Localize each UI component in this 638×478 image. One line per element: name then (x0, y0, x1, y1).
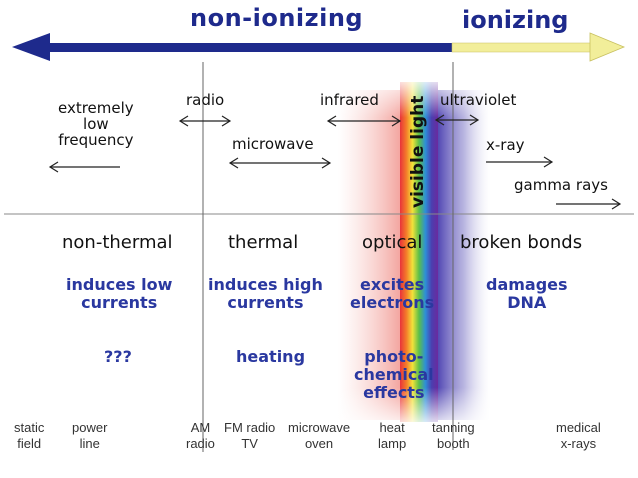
band-label-visible: visible light (408, 95, 428, 208)
source-microwave-oven: microwave oven (288, 420, 351, 451)
effect-damages-dna: damages DNA (486, 275, 568, 312)
source-static-field: static field (14, 420, 45, 451)
effect-high-currents: induces high currents (208, 275, 323, 312)
effect-photochemical: photo- chemical effects (354, 347, 434, 402)
band-label-radio: radio (186, 91, 225, 109)
source-am-radio: AM radio (186, 420, 215, 451)
source-medical-xrays: medical x-rays (556, 420, 601, 451)
band-label-xray: x-ray (486, 136, 525, 154)
category-thermal: thermal (228, 232, 299, 253)
effect-excites-electrons: excites electrons (350, 275, 435, 312)
source-tanning-booth: tanning booth (432, 420, 475, 451)
category-optical: optical (362, 232, 423, 253)
band-label-infrared: infrared (320, 91, 379, 109)
spectrum-arrow (12, 32, 626, 62)
band-label-elf: extremely low frequency (58, 99, 134, 149)
effect-low-currents: induces low currents (66, 275, 173, 312)
band-label-microwave: microwave (232, 135, 314, 153)
visible-light-band (330, 75, 500, 430)
band-arrows (48, 114, 622, 210)
non-ionizing-title: non-ionizing (190, 4, 364, 32)
effect-heating: heating (236, 347, 306, 366)
source-power-line: power line (72, 420, 108, 451)
source-heat-lamp: heat lamp (378, 420, 407, 451)
ionizing-title: ionizing (462, 6, 569, 34)
band-label-gamma: gamma rays (514, 176, 608, 194)
category-broken-bonds: broken bonds (460, 232, 583, 253)
effect-unknown: ??? (104, 347, 132, 366)
band-label-ultraviolet: ultraviolet (440, 91, 517, 109)
source-fm-radio-tv: FM radio TV (224, 420, 276, 451)
category-non-thermal: non-thermal (62, 232, 173, 253)
